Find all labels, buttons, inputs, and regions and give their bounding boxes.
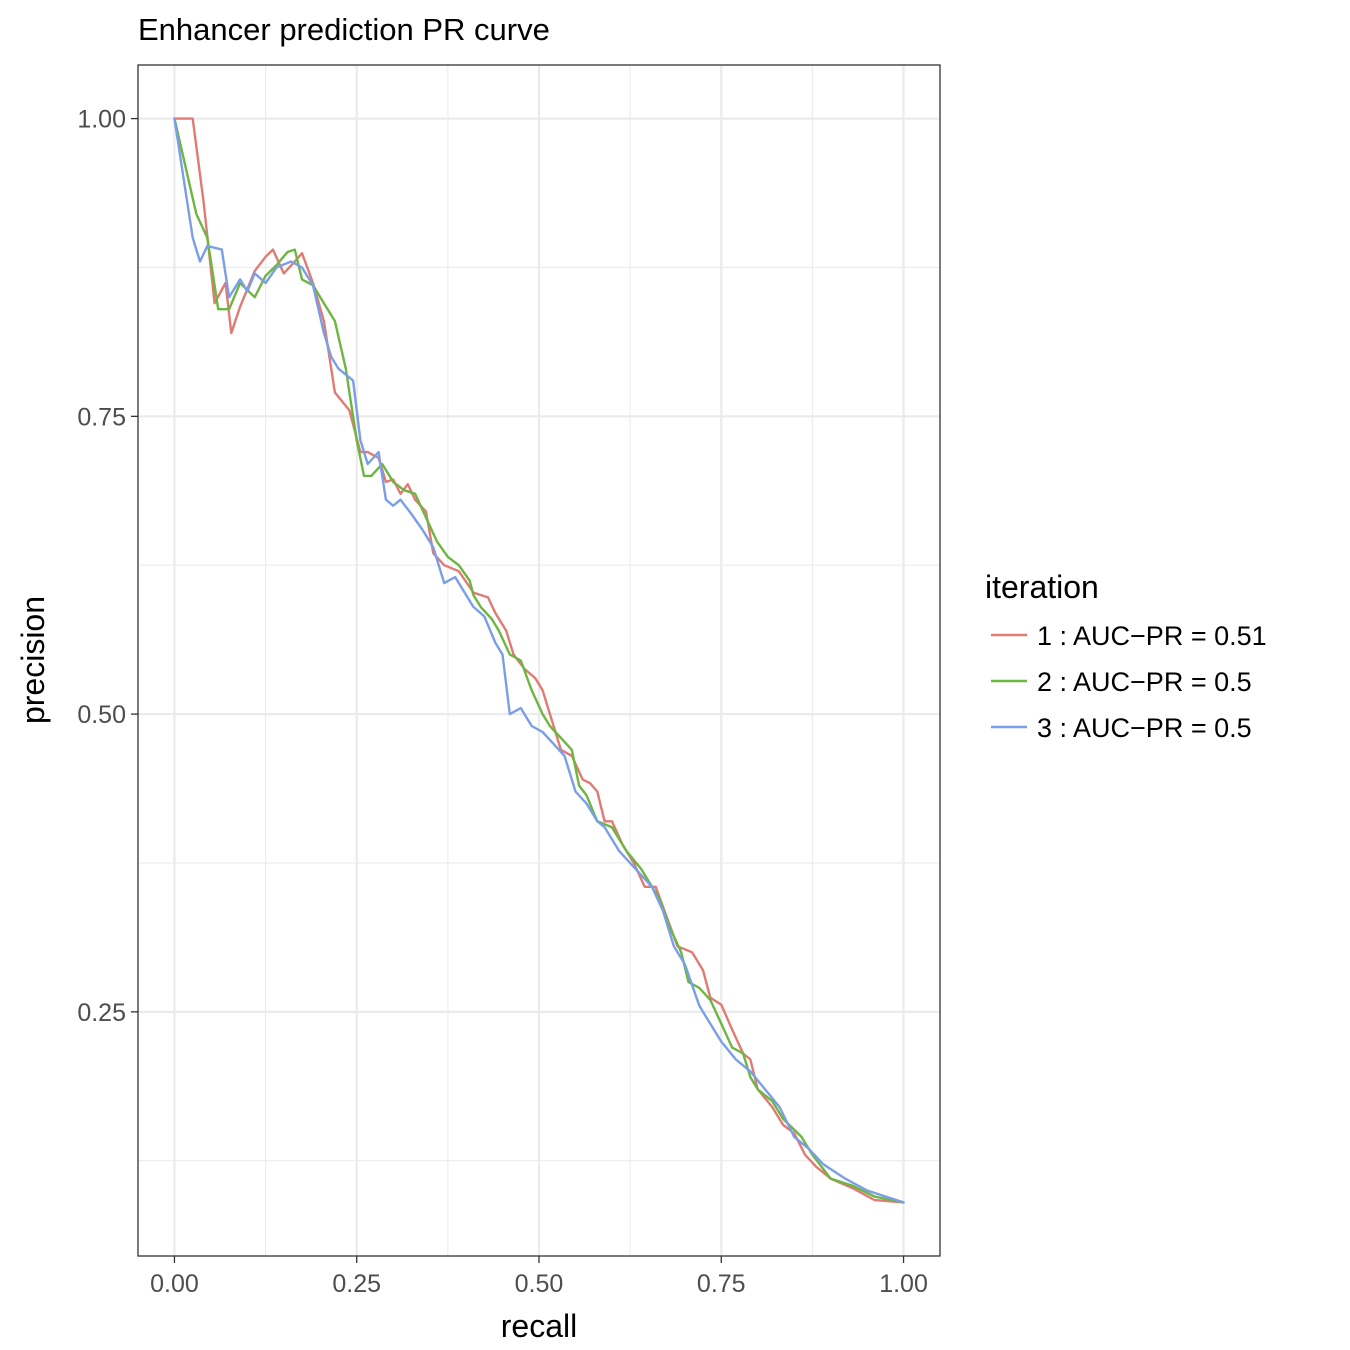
x-tick-label: 0.50 bbox=[515, 1270, 564, 1298]
legend-title: iteration bbox=[985, 569, 1099, 605]
chart-title: Enhancer prediction PR curve bbox=[138, 12, 550, 47]
y-tick-label: 1.00 bbox=[77, 106, 126, 134]
y-axis-title: precision bbox=[15, 596, 51, 724]
x-tick-label: 0.00 bbox=[150, 1270, 199, 1298]
series-line-2 bbox=[173, 117, 905, 1204]
series-line-1 bbox=[173, 117, 905, 1204]
x-axis-title: recall bbox=[501, 1308, 577, 1344]
y-tick-label: 0.25 bbox=[77, 999, 126, 1027]
legend-label-2: 2 : AUC−PR = 0.5 bbox=[1037, 667, 1252, 697]
x-axis: 0.00 0.25 0.50 0.75 1.00 bbox=[150, 1256, 928, 1298]
legend-items: 1 : AUC−PR = 0.51 2 : AUC−PR = 0.5 3 : AUC… bbox=[991, 621, 1267, 743]
y-tick-label: 0.50 bbox=[77, 701, 126, 729]
legend-label-3: 3 : AUC−PR = 0.5 bbox=[1037, 713, 1252, 743]
y-tick-label: 0.75 bbox=[77, 403, 126, 431]
series-lines bbox=[173, 117, 905, 1204]
x-tick-label: 0.75 bbox=[697, 1270, 746, 1298]
x-tick-label: 0.25 bbox=[332, 1270, 381, 1298]
legend: iteration 1 : AUC−PR = 0.51 2 : AUC−PR = … bbox=[985, 569, 1267, 743]
legend-label-1: 1 : AUC−PR = 0.51 bbox=[1037, 621, 1267, 651]
major-grid bbox=[138, 65, 940, 1256]
plot-panel bbox=[137, 64, 941, 1257]
x-tick-label: 1.00 bbox=[879, 1270, 928, 1298]
series-line-3 bbox=[173, 117, 905, 1204]
y-axis: 0.25 0.50 0.75 1.00 bbox=[77, 106, 138, 1027]
